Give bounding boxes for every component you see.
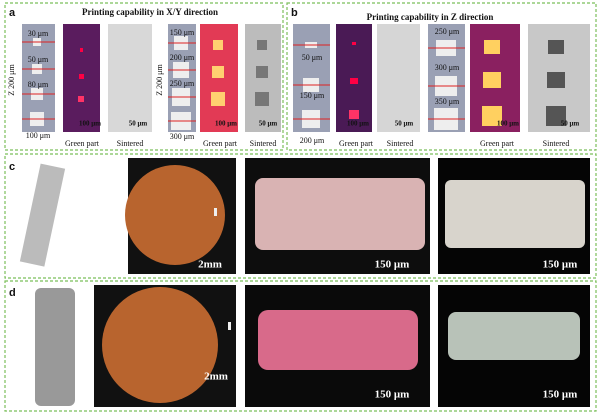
- panel-label: c: [9, 161, 15, 173]
- caption: Green part: [339, 139, 374, 148]
- panel-label: a: [9, 7, 16, 19]
- size-label: 50 μm: [302, 53, 323, 62]
- size-label: 100 μm: [26, 131, 51, 140]
- scale-bar: 150 μm: [375, 389, 410, 401]
- caption: Green part: [203, 139, 238, 148]
- scale-bar: 100 μm: [347, 120, 369, 128]
- size-label: 300 μm: [435, 63, 460, 72]
- scale-bar: 100 μm: [79, 120, 101, 128]
- caption: Sintered: [387, 139, 414, 148]
- panel-title: Printing capability in X/Y direction: [82, 7, 218, 17]
- caption: Green part: [480, 139, 515, 148]
- scale-bar: 50 μm: [129, 120, 148, 128]
- scale-bar: 100 μm: [215, 120, 237, 128]
- axis-label: Z 200 μm: [7, 64, 16, 96]
- scale-bar: 50 μm: [259, 120, 278, 128]
- panel-a-images: [22, 24, 281, 132]
- axis-label: Z 200 μm: [155, 64, 164, 96]
- size-label: 200 μm: [170, 53, 195, 62]
- scale-bar: 2mm: [204, 371, 228, 383]
- panel-b-images: [293, 24, 590, 132]
- size-label: 250 μm: [435, 27, 460, 36]
- scale-bar: 2mm: [198, 259, 222, 271]
- panel-c-images: [19, 158, 590, 274]
- scale-bar: 150 μm: [543, 389, 578, 401]
- scale-bar: 50 μm: [561, 120, 580, 128]
- caption: Sintered: [250, 139, 277, 148]
- size-label: 350 μm: [435, 97, 460, 106]
- panel-label: d: [9, 287, 16, 299]
- size-label: 80 μm: [28, 80, 49, 89]
- panel-b-frame: [286, 2, 597, 151]
- sintered-image: [108, 24, 152, 132]
- caption: Sintered: [543, 139, 570, 148]
- scale-bar: 150 μm: [543, 259, 578, 271]
- panel-d-frame: [4, 280, 597, 412]
- panel-label: b: [291, 7, 298, 19]
- scale-bar: 50 μm: [395, 120, 414, 128]
- size-label: 150 μm: [170, 28, 195, 37]
- scale-bar: 100 μm: [497, 120, 519, 128]
- size-label: 250 μm: [170, 79, 195, 88]
- size-label: 300 μm: [170, 132, 195, 141]
- size-label: 50 μm: [28, 55, 49, 64]
- scale-bar: 150 μm: [375, 259, 410, 271]
- caption: Green part: [65, 139, 100, 148]
- panel-c-frame: [4, 153, 597, 279]
- panel-title: Printing capability in Z direction: [367, 12, 494, 22]
- size-label: 200 μm: [300, 136, 325, 145]
- panel-d-images: [35, 285, 590, 407]
- size-label: 30 μm: [28, 29, 49, 38]
- size-label: 150 μm: [300, 91, 325, 100]
- caption: Sintered: [117, 139, 144, 148]
- panel-a-frame: [4, 2, 284, 151]
